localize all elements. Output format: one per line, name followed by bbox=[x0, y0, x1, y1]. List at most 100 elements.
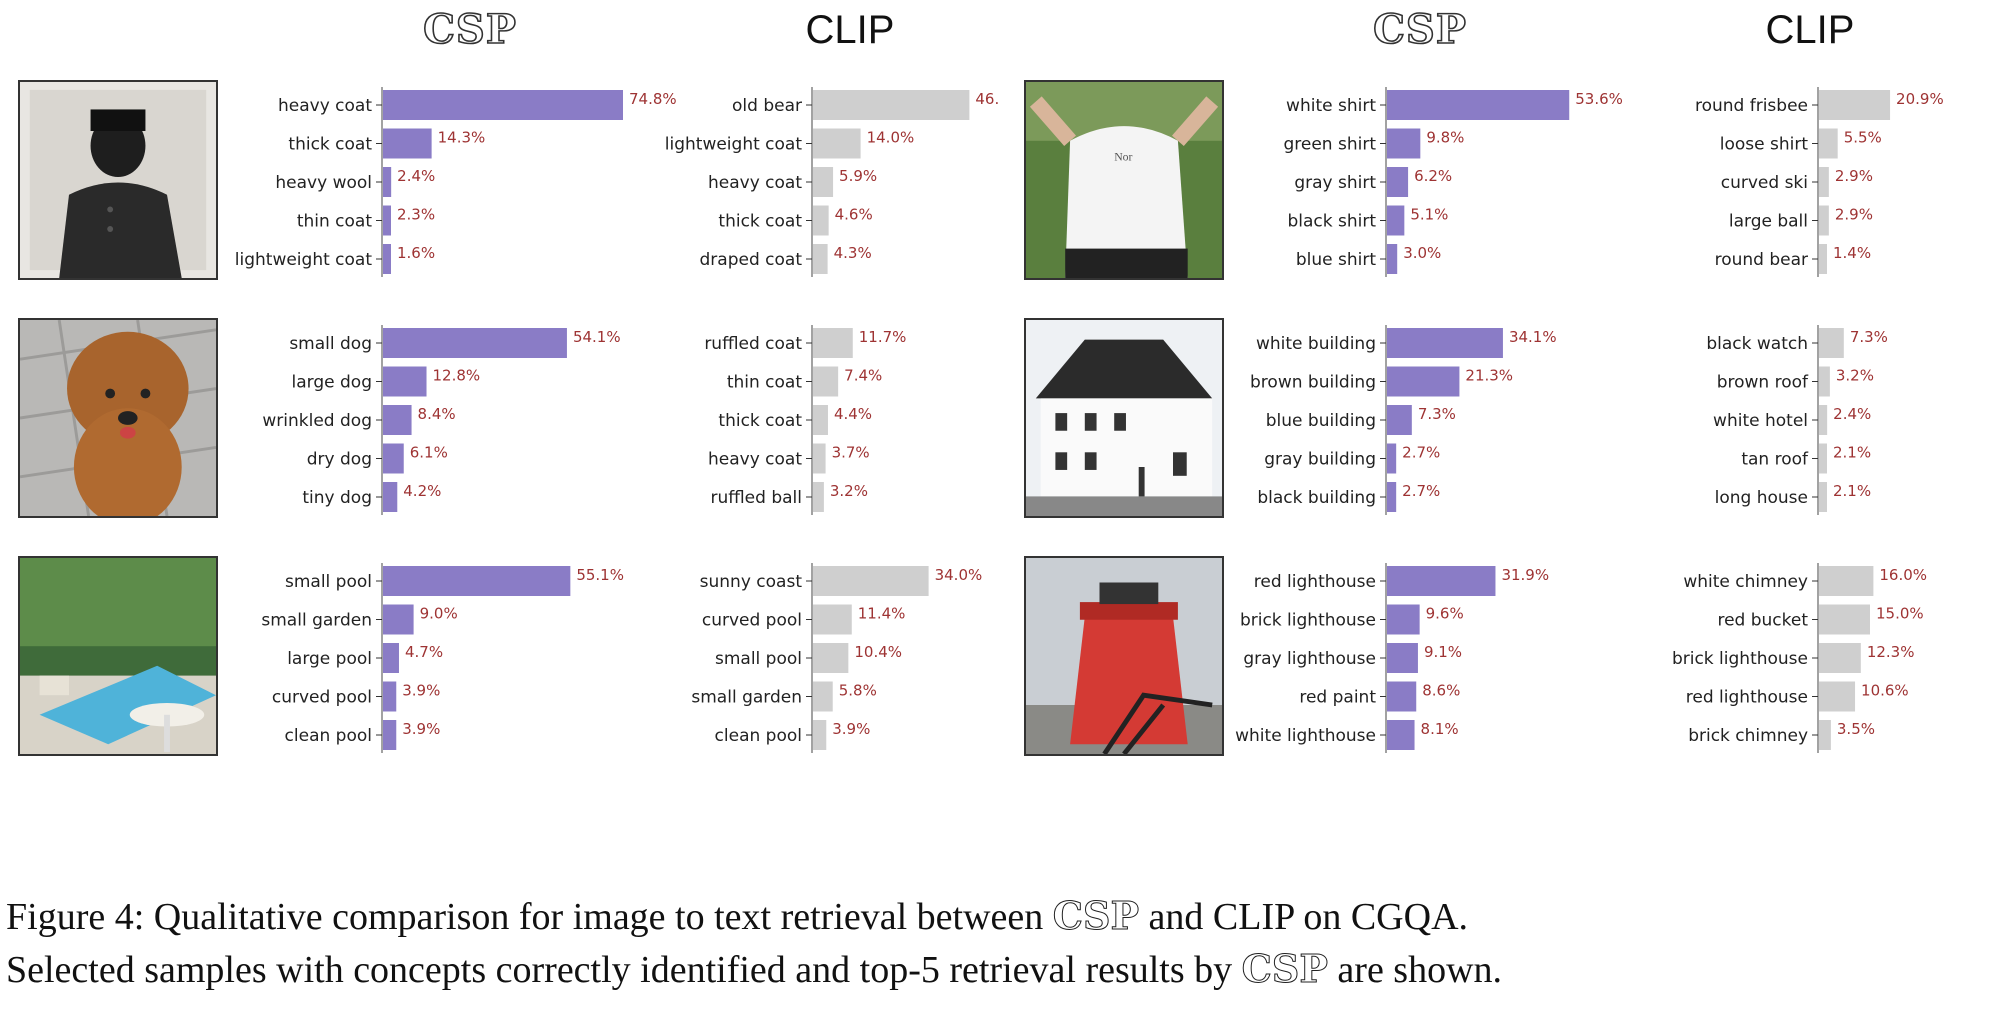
bar bbox=[383, 482, 398, 512]
bar bbox=[383, 443, 404, 474]
tick-label: heavy wool bbox=[275, 173, 372, 193]
data-label: 5.1% bbox=[1410, 206, 1448, 224]
tick-label: small pool bbox=[715, 649, 802, 669]
bar bbox=[1387, 643, 1418, 673]
data-label: 3.0% bbox=[1403, 244, 1441, 262]
bar bbox=[1819, 482, 1827, 512]
data-label: 9.6% bbox=[1426, 605, 1464, 623]
header-csp-right: CSP bbox=[1372, 5, 1467, 54]
bar bbox=[1387, 604, 1420, 635]
tick-label: black shirt bbox=[1287, 212, 1376, 232]
tick-label: curved pool bbox=[272, 688, 372, 708]
tick-label: round frisbee bbox=[1695, 96, 1808, 116]
tick-label: green shirt bbox=[1283, 135, 1376, 155]
bar bbox=[1819, 681, 1856, 712]
figure: CSP CLIP CSP CLIP bbox=[18, 5, 1944, 756]
tick-label: tan roof bbox=[1741, 450, 1809, 470]
tick-label: blue shirt bbox=[1296, 250, 1376, 270]
bar bbox=[383, 720, 397, 750]
tick-label: ruffled ball bbox=[710, 488, 802, 508]
bar bbox=[813, 90, 970, 120]
bar bbox=[1819, 205, 1829, 236]
data-label: 16.0% bbox=[1879, 566, 1927, 584]
bar bbox=[383, 90, 623, 120]
data-label: 2.1% bbox=[1833, 482, 1871, 500]
bar bbox=[383, 405, 412, 435]
data-label: 31.9% bbox=[1501, 566, 1549, 584]
data-label: 2.4% bbox=[397, 167, 435, 185]
data-label: 74.8% bbox=[629, 90, 677, 108]
tick-label: brick chimney bbox=[1688, 726, 1808, 746]
image-man-heavy-coat bbox=[18, 80, 218, 280]
image-white-shirt-player: Nor bbox=[1024, 80, 1224, 280]
tick-label: large ball bbox=[1729, 212, 1808, 232]
tick-label: clean pool bbox=[285, 726, 372, 746]
data-label: 6.2% bbox=[1414, 167, 1452, 185]
tick-label: small garden bbox=[691, 688, 802, 708]
tick-label: thick coat bbox=[718, 411, 802, 431]
tick-label: tiny dog bbox=[302, 488, 372, 508]
caption-text: and CLIP on CGQA. bbox=[1139, 896, 1469, 938]
tick-label: thin coat bbox=[297, 212, 373, 232]
tick-label: loose shirt bbox=[1720, 135, 1809, 155]
data-label: 5.5% bbox=[1844, 129, 1882, 147]
data-label: 6.1% bbox=[410, 444, 448, 462]
tick-label: brick lighthouse bbox=[1672, 649, 1808, 669]
tick-label: lightweight coat bbox=[235, 250, 373, 270]
tick-label: sunny coast bbox=[700, 572, 803, 592]
panel-red-lighthouse-csp: red lighthouse 31.9% brick lighthouse 9.6% g… bbox=[1235, 563, 1549, 753]
tick-label: large pool bbox=[287, 649, 372, 669]
panel-poodle-dog-csp: small dog 54.1% large dog 12.8% wrinkled dog… bbox=[262, 325, 621, 515]
header-clip-right: CLIP bbox=[1765, 8, 1855, 52]
bar bbox=[1819, 643, 1861, 673]
data-label: 46. bbox=[975, 90, 999, 108]
data-label: 10.4% bbox=[854, 643, 902, 661]
data-label: 34.0% bbox=[935, 566, 983, 584]
bar bbox=[1819, 720, 1831, 750]
bar bbox=[813, 566, 929, 596]
tick-label: heavy coat bbox=[708, 450, 802, 470]
caption-text: are shown. bbox=[1327, 949, 1503, 991]
data-label: 12.3% bbox=[1867, 643, 1915, 661]
data-label: 4.6% bbox=[835, 206, 873, 224]
data-label: 2.7% bbox=[1402, 482, 1440, 500]
data-label: 4.3% bbox=[834, 244, 872, 262]
tick-label: lightweight coat bbox=[665, 135, 803, 155]
data-label: 2.4% bbox=[1833, 405, 1871, 423]
bar bbox=[1387, 128, 1421, 159]
data-label: 3.2% bbox=[1836, 367, 1874, 385]
bar bbox=[1819, 604, 1870, 635]
tick-label: heavy coat bbox=[708, 173, 802, 193]
tick-label: long house bbox=[1715, 488, 1808, 508]
panel-red-lighthouse-clip: white chimney 16.0% red bucket 15.0% brick l… bbox=[1672, 563, 1927, 753]
bar bbox=[1387, 566, 1496, 596]
tick-label: thick coat bbox=[718, 212, 802, 232]
data-label: 2.9% bbox=[1835, 206, 1873, 224]
figure-caption: Figure 4: Qualitative comparison for ima… bbox=[6, 890, 1996, 996]
bar bbox=[383, 643, 399, 673]
data-label: 34.1% bbox=[1509, 328, 1557, 346]
bar bbox=[383, 328, 567, 358]
bar bbox=[383, 604, 414, 635]
bar bbox=[1387, 328, 1503, 358]
bar bbox=[383, 366, 427, 397]
data-label: 55.1% bbox=[576, 566, 624, 584]
tick-label: black watch bbox=[1706, 334, 1808, 354]
data-label: 53.6% bbox=[1575, 90, 1623, 108]
bar bbox=[813, 443, 826, 474]
tick-label: white chimney bbox=[1683, 572, 1808, 592]
bar bbox=[813, 604, 852, 635]
data-label: 3.5% bbox=[1837, 720, 1875, 738]
bar bbox=[813, 128, 861, 159]
tick-label: gray building bbox=[1264, 450, 1376, 470]
data-label: 4.4% bbox=[834, 405, 872, 423]
data-label: 12.8% bbox=[433, 367, 481, 385]
bar-charts: heavy coat 74.8% thick coat 14.3% heavy wool… bbox=[235, 87, 1944, 753]
tick-label: wrinkled dog bbox=[262, 411, 372, 431]
data-label: 1.6% bbox=[397, 244, 435, 262]
bar bbox=[813, 167, 834, 197]
tick-label: brick lighthouse bbox=[1240, 611, 1376, 631]
data-label: 14.0% bbox=[867, 129, 915, 147]
bar bbox=[1387, 244, 1398, 274]
bar bbox=[813, 405, 828, 435]
